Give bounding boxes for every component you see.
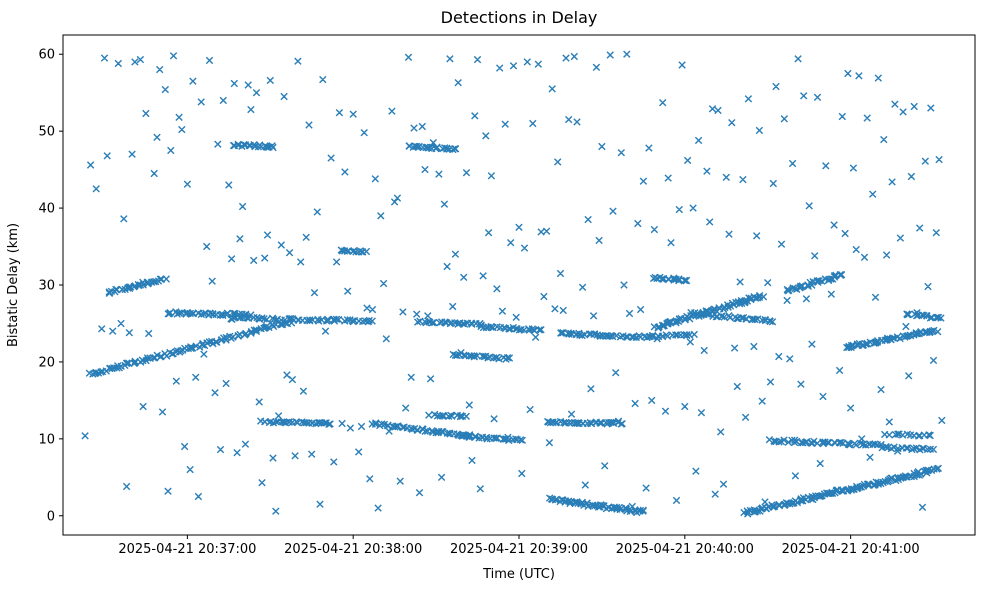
y-tick-label: 60 bbox=[38, 48, 55, 63]
y-tick-label: 20 bbox=[38, 355, 55, 370]
x-tick-label: 2025-04-21 20:38:00 bbox=[284, 542, 422, 557]
y-axis-label: Bistatic Delay (km) bbox=[6, 223, 21, 347]
chart-title: Detections in Delay bbox=[441, 8, 598, 27]
x-tick-label: 2025-04-21 20:37:00 bbox=[118, 542, 256, 557]
x-tick-label: 2025-04-21 20:41:00 bbox=[782, 542, 920, 557]
y-tick-label: 10 bbox=[38, 432, 55, 447]
x-markers bbox=[81, 50, 946, 518]
y-tick-label: 40 bbox=[38, 202, 55, 217]
axis-ticks: 2025-04-21 20:37:00 2025-04-21 20:38:00 20… bbox=[38, 48, 919, 557]
y-tick-label: 0 bbox=[47, 509, 55, 524]
y-tick-label: 30 bbox=[38, 279, 55, 294]
y-tick-label: 50 bbox=[38, 125, 55, 140]
x-axis-label: Time (UTC) bbox=[482, 567, 555, 582]
scatter-points bbox=[81, 50, 946, 518]
x-tick-label: 2025-04-21 20:39:00 bbox=[450, 542, 588, 557]
x-tick-label: 2025-04-21 20:40:00 bbox=[616, 542, 754, 557]
